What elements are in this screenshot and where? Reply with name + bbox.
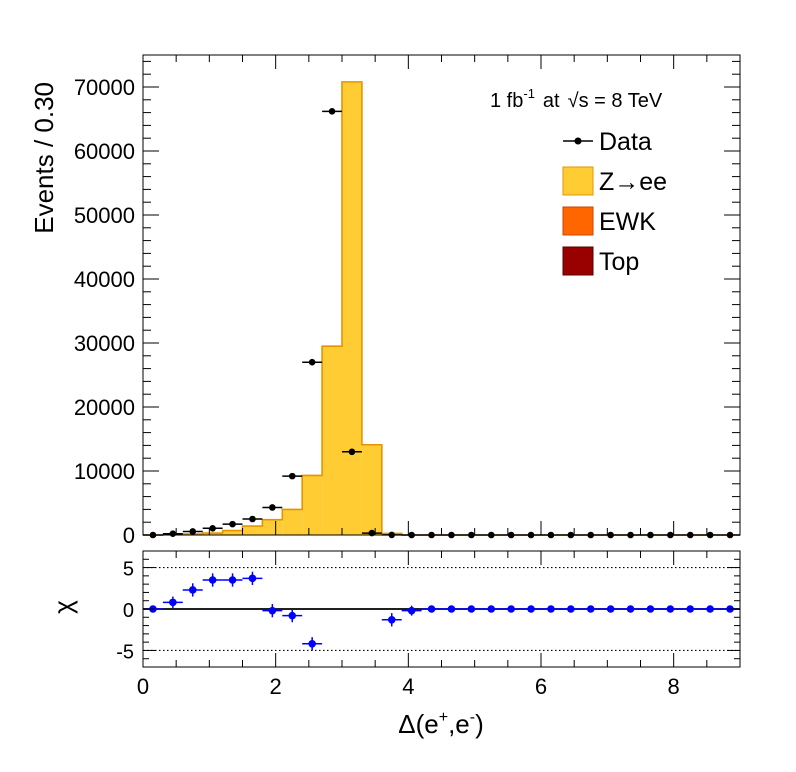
y-tick-label: 30000: [74, 331, 135, 356]
chi-point: [501, 605, 522, 613]
y-tick-label: 0: [123, 523, 135, 548]
legend-marker: [574, 137, 582, 145]
chi-point: [521, 605, 541, 613]
chi-point: [461, 605, 482, 613]
legend-swatch: [562, 246, 594, 276]
legend-item: Top: [562, 246, 639, 276]
data-point: [302, 358, 323, 366]
legend-swatch: [562, 206, 594, 236]
data-point: [282, 472, 303, 480]
legend-item: Data: [563, 128, 652, 156]
data-point: [222, 520, 243, 528]
y-tick-label: 40000: [74, 267, 135, 292]
chi-point: [541, 605, 561, 613]
chi-point: [481, 605, 502, 613]
zee-bin: [262, 519, 283, 535]
zee-bin: [302, 475, 323, 535]
chi-point: [421, 605, 442, 613]
legend-item: Z→ee: [562, 166, 667, 196]
legend-swatch: [562, 166, 594, 196]
y-tick-label: 60000: [74, 139, 135, 164]
x-tick-label: 6: [535, 674, 547, 699]
y-tick-label: 50000: [74, 203, 135, 228]
lumi-annotation: 1 fb-1 at √s = 8 TeV: [490, 86, 663, 112]
chi-points: [143, 571, 740, 651]
chi-point: [441, 605, 462, 613]
data-point: [342, 448, 362, 456]
ratio-y-tick-label: 5: [123, 559, 134, 581]
chi-point: [182, 583, 203, 597]
data-point: [262, 504, 283, 511]
chi-point: [262, 604, 283, 618]
chi-point: [202, 573, 223, 587]
zee-bin: [202, 533, 223, 535]
x-axis-label: Δ(e+,e-): [398, 709, 484, 739]
chi-point: [242, 571, 263, 585]
y-tick-label: 10000: [74, 459, 135, 484]
chi-point: [162, 596, 183, 609]
chi-point: [401, 605, 422, 616]
zee-bin: [361, 444, 382, 535]
legend-label: EWK: [599, 208, 656, 236]
zee-bin: [322, 346, 342, 535]
data-point: [322, 108, 342, 115]
y-tick-label: 70000: [74, 75, 135, 100]
ratio-y-axis-label: χ: [48, 600, 78, 614]
chi-point: [620, 605, 641, 613]
legend: Data Z→ee EWK Top: [562, 128, 667, 276]
chi-point: [560, 605, 581, 613]
x-tick-label: 4: [402, 674, 414, 699]
x-tick-label: 0: [137, 674, 149, 699]
ratio-y-tick-label: 0: [123, 600, 134, 622]
chi-point: [660, 605, 681, 613]
chi-point: [302, 637, 323, 651]
main-y-axis-label: Events / 0.30: [29, 82, 59, 234]
lumi-value: 1 fb: [490, 90, 523, 112]
legend-label: Data: [599, 128, 652, 156]
main-y-axis: 0 10000 20000 30000 40000 50000 60000 70000: [74, 60, 740, 548]
chi-point: [222, 573, 243, 587]
data-point: [162, 530, 183, 538]
main-panel: 0 10000 20000 30000 40000 50000 60000 70000 Eve…: [29, 54, 741, 548]
chi-point: [600, 605, 621, 613]
chi-point: [700, 605, 721, 613]
data-point: [182, 528, 203, 535]
legend-label: Z→ee: [599, 168, 667, 196]
data-point: [242, 515, 263, 523]
lumi-at: at: [543, 90, 560, 112]
zee-bin: [222, 530, 243, 535]
y-tick-label: 20000: [74, 395, 135, 420]
svg-text:1 fb-1at√s = 8 TeV: 1 fb-1 at √s = 8 TeV: [490, 86, 663, 112]
chi-point: [381, 613, 402, 627]
chi-point: [580, 605, 601, 613]
chi-point: [282, 609, 303, 623]
main-x-ticks: [142, 55, 741, 535]
data-point: [202, 524, 223, 532]
ratio-y-axis: -5 0 5: [116, 559, 740, 663]
x-tick-label: 8: [668, 674, 680, 699]
legend-item: EWK: [562, 206, 656, 236]
ratio-x-axis: 0 2 4 6 8: [137, 551, 741, 699]
main-plot-frame: [142, 54, 741, 536]
chi-point: [640, 605, 661, 613]
zee-bin: [342, 81, 362, 535]
energy-label: √s = 8 TeV: [568, 90, 663, 112]
x-tick-label: 2: [270, 674, 282, 699]
chi-point: [680, 605, 701, 613]
legend-label: Top: [599, 248, 639, 276]
ratio-y-tick-label: -5: [116, 641, 134, 663]
zee-bin: [282, 509, 303, 535]
zee-bin: [242, 526, 263, 535]
lumi-exponent: -1: [523, 86, 535, 101]
